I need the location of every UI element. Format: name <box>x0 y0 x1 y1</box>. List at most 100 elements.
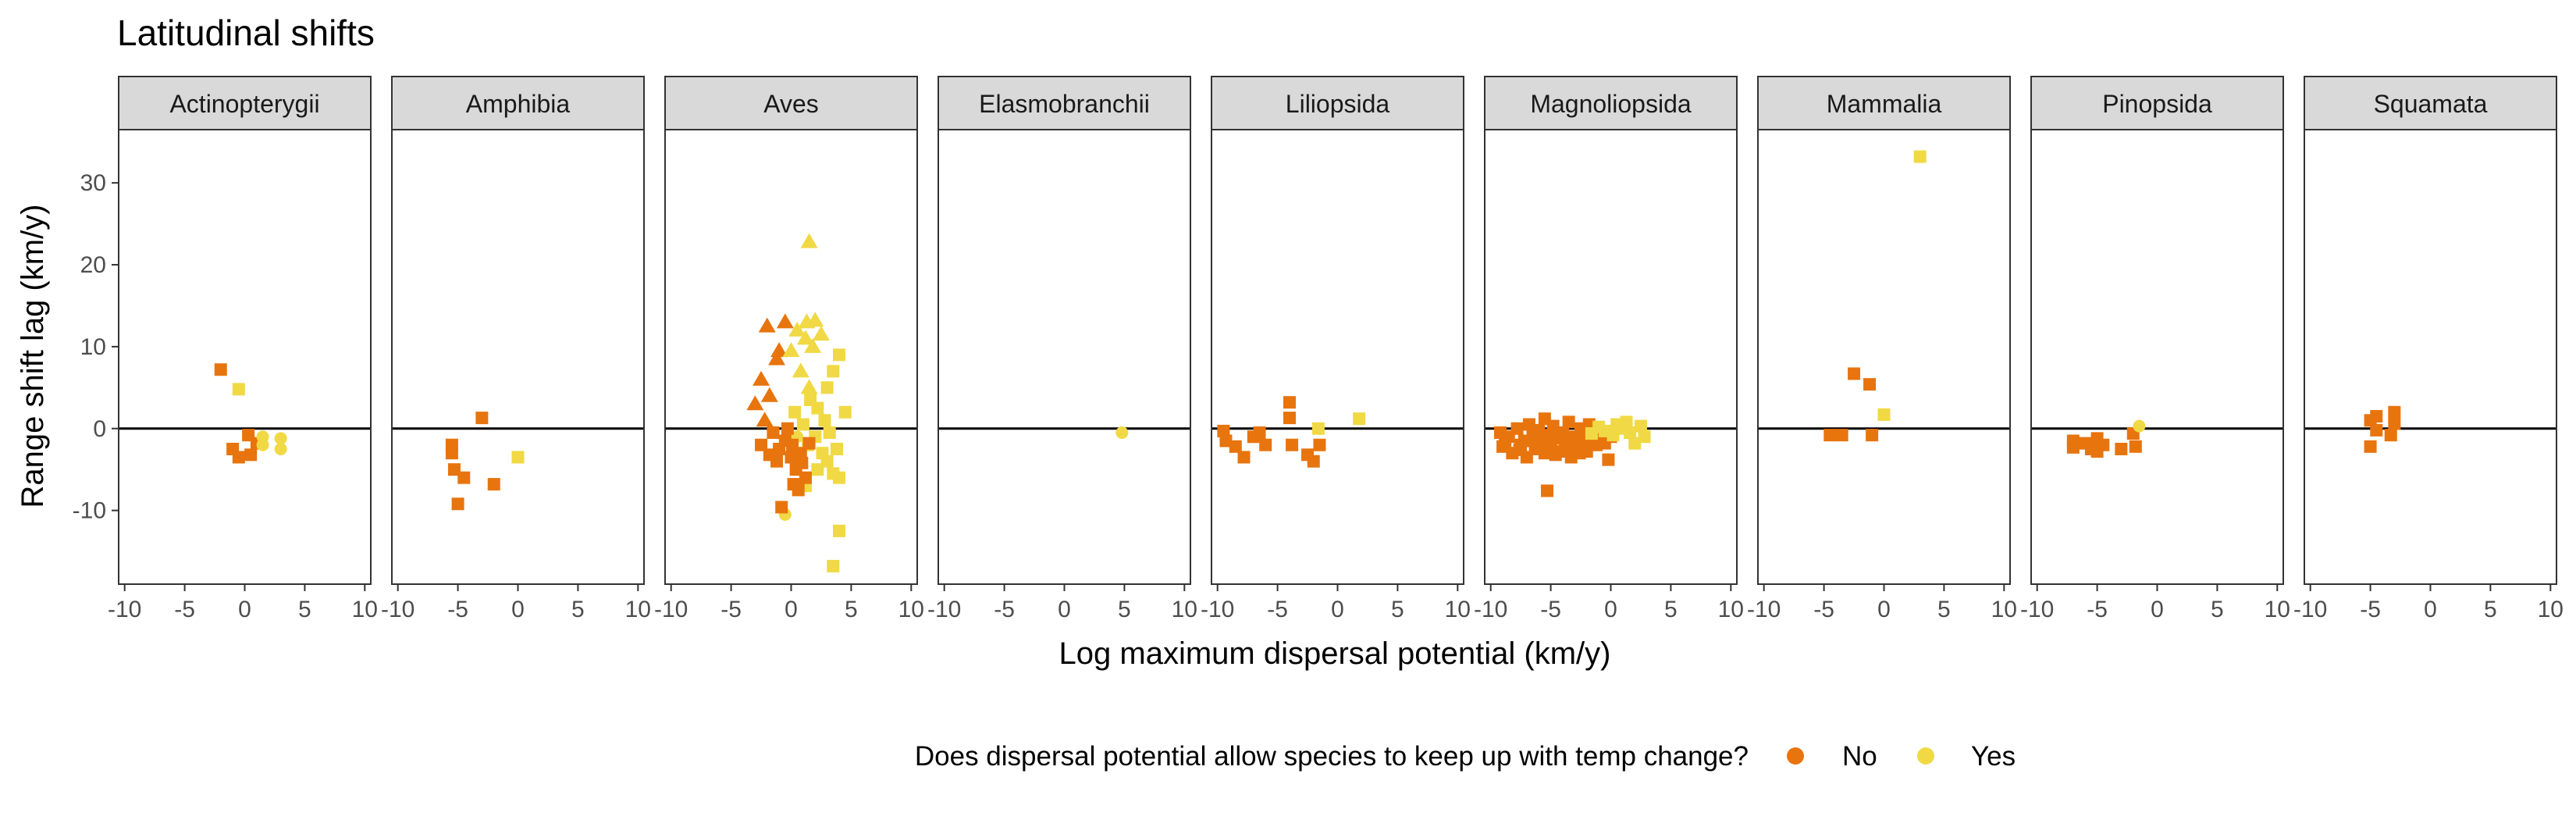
data-point-square <box>447 463 461 476</box>
x-tick-label: 5 <box>1118 597 1131 622</box>
data-point-square <box>795 456 809 469</box>
data-point-square <box>2388 405 2401 419</box>
data-point-square <box>457 471 471 484</box>
data-point-triangle <box>800 233 818 248</box>
data-point-square <box>799 471 812 484</box>
x-tick-label: -10 <box>381 597 415 622</box>
data-point-square <box>1848 367 1861 380</box>
facet-strip-label: Squamata <box>2374 90 2488 118</box>
data-point-square <box>1522 418 1535 431</box>
data-point-square <box>827 467 840 480</box>
data-point-square <box>775 501 788 514</box>
data-point-square <box>232 383 245 396</box>
data-point-square <box>1546 419 1560 433</box>
y-tick-label: 20 <box>80 252 106 278</box>
panel-background <box>1485 130 1737 584</box>
x-tick-label: 0 <box>1331 597 1344 622</box>
data-point-triangle <box>758 317 776 333</box>
x-tick-label: 0 <box>1877 597 1891 622</box>
data-point-square <box>1259 438 1272 451</box>
data-point-square <box>820 381 834 394</box>
x-tick-label: -10 <box>927 597 961 622</box>
facet-panel-actinopterygii: Actinopterygii -10 -5 0 5 10 <box>108 76 378 622</box>
y-tick-label: 30 <box>80 170 106 196</box>
data-point-triangle <box>756 412 774 427</box>
facet-panel-elasmobranchii: Elasmobranchii -10 -5 0 5 10 <box>927 76 1197 622</box>
data-point-square <box>1877 408 1891 421</box>
data-point-square <box>827 365 840 378</box>
facet-strip <box>1484 76 1738 130</box>
x-tick-label: -5 <box>720 597 742 622</box>
data-point-square <box>1624 426 1637 439</box>
panel-background <box>2304 130 2556 584</box>
x-tick-label: 10 <box>1172 597 1197 622</box>
data-point-triangle <box>812 326 830 341</box>
panel-background <box>1212 130 1464 584</box>
data-point-square <box>1253 426 1266 439</box>
data-point-square <box>1311 422 1325 435</box>
data-point-square <box>1353 412 1366 426</box>
data-point-circle <box>1115 426 1129 439</box>
x-tick-label: -10 <box>1201 597 1234 622</box>
data-point-triangle <box>792 362 809 378</box>
data-point-triangle <box>796 330 814 345</box>
x-tick-label: 10 <box>625 597 651 622</box>
x-tick-label: 5 <box>1391 597 1404 622</box>
data-point-square <box>2129 440 2142 453</box>
data-point-square <box>445 447 458 460</box>
data-point-square <box>2364 440 2377 453</box>
data-point-square <box>1283 412 1296 425</box>
data-point-square <box>214 363 227 376</box>
data-point-square <box>1620 415 1633 429</box>
facet-panel-pinopsida: Pinopsida -10 -5 0 5 10 <box>2020 76 2290 622</box>
data-point-square <box>788 405 802 419</box>
data-point-square <box>1237 451 1251 464</box>
data-point-square <box>827 559 840 572</box>
data-point-triangle <box>753 370 770 386</box>
data-point-square <box>2115 442 2128 455</box>
x-tick-label: 10 <box>352 597 378 622</box>
data-point-square <box>786 438 799 451</box>
facet-strip-label: Mammalia <box>1827 90 1942 118</box>
data-point-triangle <box>760 387 778 402</box>
data-point-square <box>1229 440 1242 453</box>
data-point-square <box>475 412 489 425</box>
panel-background <box>392 130 644 584</box>
x-tick-label: -5 <box>2087 597 2108 622</box>
data-point-square <box>1823 429 1837 442</box>
data-point-square <box>487 478 500 491</box>
data-point-square <box>1510 422 1524 435</box>
x-tick-label: -10 <box>1747 597 1781 622</box>
data-point-square <box>1561 441 1574 455</box>
data-point-square <box>1606 429 1620 442</box>
data-point-triangle <box>800 379 818 394</box>
data-point-square <box>2370 423 2383 437</box>
data-point-square <box>2370 410 2383 423</box>
data-point-square <box>1835 429 1848 442</box>
data-point-square <box>811 463 824 476</box>
x-tick-label: -5 <box>174 597 195 622</box>
x-tick-label: -10 <box>2293 597 2327 622</box>
data-point-square <box>833 524 846 537</box>
data-point-square <box>781 422 794 435</box>
x-tick-label: 5 <box>298 597 311 622</box>
data-point-square <box>1634 419 1647 433</box>
data-point-square <box>1913 150 1927 163</box>
panel-background <box>2031 130 2283 584</box>
data-point-square <box>1307 455 1320 468</box>
panel-background <box>119 130 371 584</box>
facet-strip <box>938 76 1191 130</box>
data-point-square <box>811 401 824 415</box>
facet-strip-label: Magnoliopsida <box>1530 90 1692 118</box>
x-tick-label: 10 <box>1991 597 2017 622</box>
data-point-square <box>1602 453 1615 466</box>
facet-strip-label: Aves <box>763 90 819 118</box>
facet-strip-label: Elasmobranchii <box>979 90 1150 118</box>
data-point-square <box>1638 430 1651 444</box>
chart-title: Latitudinal shifts <box>117 12 375 53</box>
data-point-square <box>1217 424 1230 437</box>
data-point-square <box>1549 448 1562 462</box>
data-point-triangle <box>770 342 788 358</box>
